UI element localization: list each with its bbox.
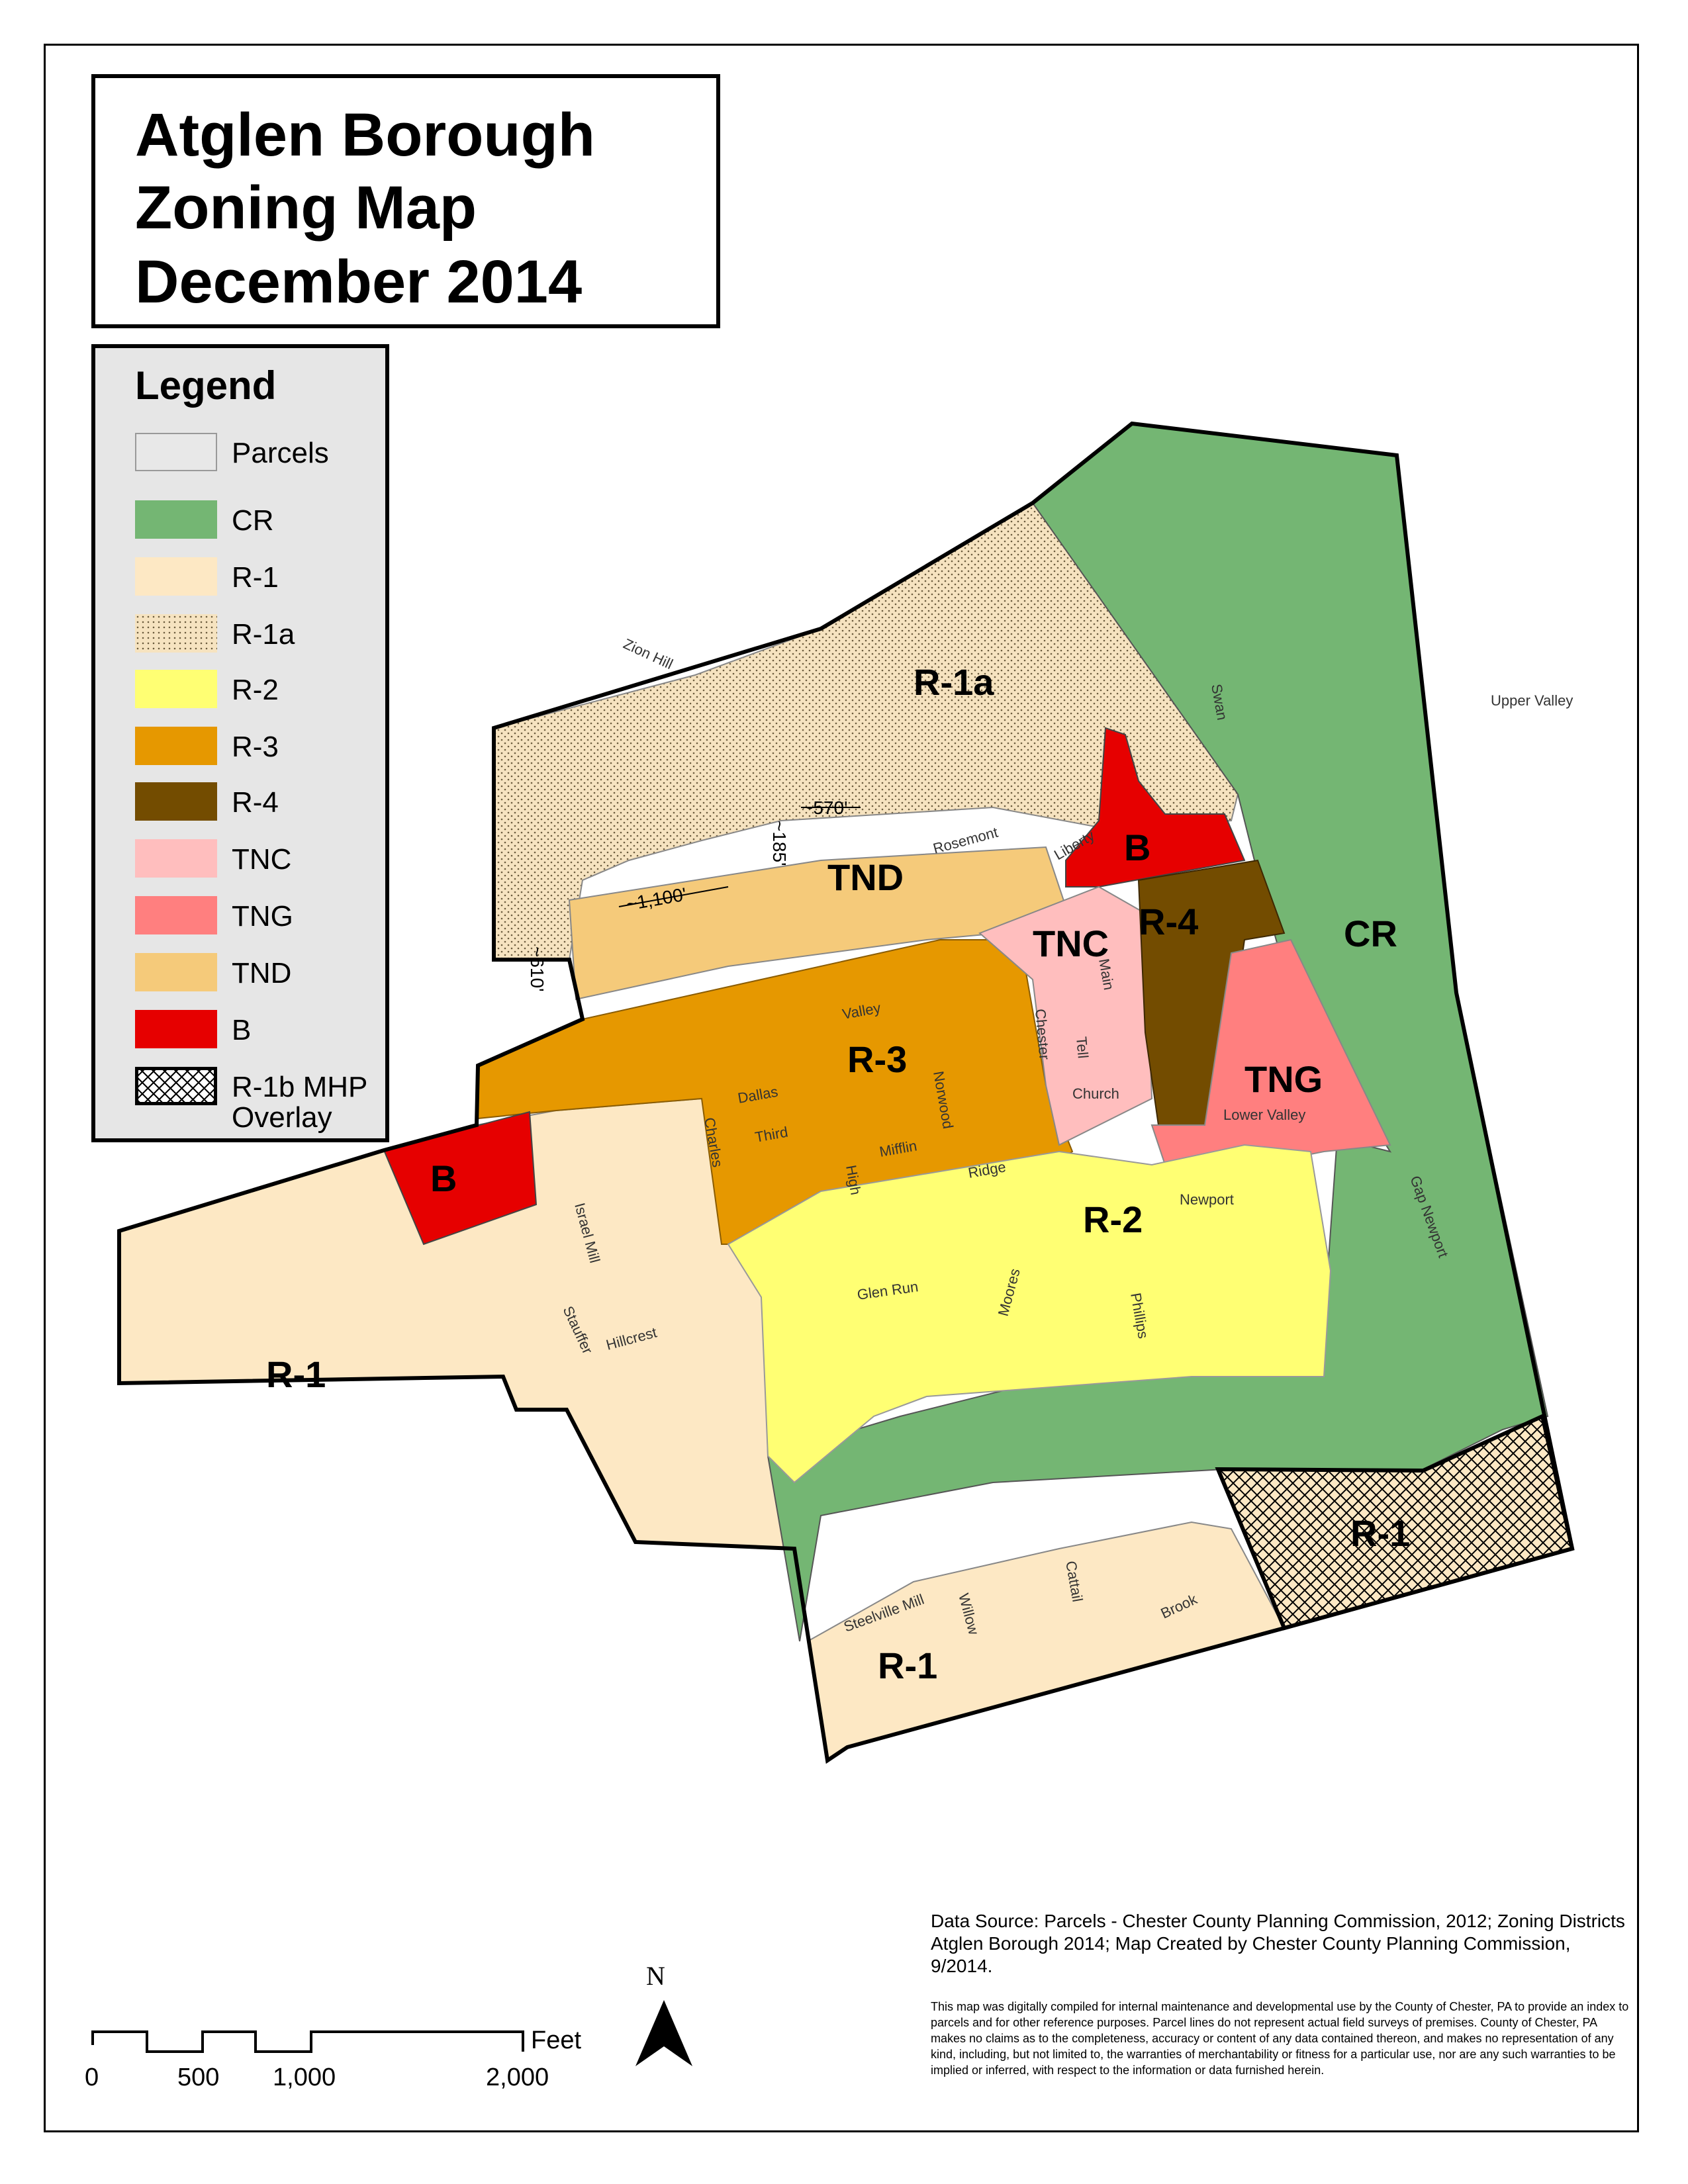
legend-swatch-r4 bbox=[135, 782, 217, 821]
legend-item-b: B bbox=[135, 1010, 387, 1051]
street-upper-valley: Upper Valley bbox=[1491, 692, 1573, 709]
legend-item-r4: R-4 bbox=[135, 782, 387, 823]
legend-item-cr: CR bbox=[135, 500, 387, 541]
disclaimer: This map was digitally compiled for inte… bbox=[931, 2000, 1629, 2077]
legend-label: TNC bbox=[232, 843, 292, 876]
scale-label-0: 0 bbox=[85, 2064, 99, 2091]
legend-swatch-parcels bbox=[135, 433, 217, 471]
legend-item-r1: R-1 bbox=[135, 557, 387, 598]
legend-swatch-tnd bbox=[135, 953, 217, 991]
title-box: Atglen Borough Zoning Map December 2014 bbox=[91, 74, 720, 328]
scale-unit: Feet bbox=[531, 2026, 582, 2054]
legend-swatch-cr bbox=[135, 500, 217, 539]
zone-r1-south bbox=[806, 1521, 1286, 1762]
legend-label: TND bbox=[232, 957, 292, 989]
legend-swatch-r2 bbox=[135, 670, 217, 708]
legend-item-r1a: R-1a bbox=[135, 614, 387, 655]
street-lower-valley: Lower Valley bbox=[1223, 1107, 1305, 1123]
legend-swatch-r1a bbox=[135, 614, 217, 653]
label-r3: R-3 bbox=[847, 1038, 907, 1080]
legend-label: CR bbox=[232, 504, 274, 537]
label-tng: TNG bbox=[1244, 1058, 1323, 1100]
zone-b-north bbox=[1065, 727, 1246, 887]
dim-185: ~185' bbox=[769, 821, 790, 866]
legend-item-r3: R-3 bbox=[135, 727, 387, 768]
legend-item-parcels: Parcels bbox=[135, 433, 387, 474]
legend-swatch-tnc bbox=[135, 839, 217, 878]
legend: Legend Parcels CR R-1 R-1a R-2 R-3 R-4 T… bbox=[91, 344, 389, 1142]
label-b-west: B bbox=[430, 1158, 457, 1199]
scale-label-2000: 2,000 bbox=[486, 2064, 549, 2091]
legend-label: B bbox=[232, 1014, 252, 1046]
legend-title: Legend bbox=[135, 363, 277, 408]
legend-swatch-tng bbox=[135, 896, 217, 934]
street-zion-hill: Zion Hill bbox=[621, 635, 676, 672]
legend-label: R-3 bbox=[232, 731, 279, 763]
title-line-3: December 2014 bbox=[135, 248, 583, 316]
zone-r2 bbox=[727, 1144, 1332, 1484]
label-cr: CR bbox=[1344, 913, 1397, 954]
legend-label-2: Overlay bbox=[232, 1101, 332, 1134]
street-church: Church bbox=[1072, 1085, 1119, 1102]
north-label: N bbox=[646, 1961, 665, 1991]
zone-tnc bbox=[978, 886, 1153, 1146]
data-source: Data Source: Parcels - Chester County Pl… bbox=[931, 1911, 1625, 1976]
legend-label: R-1 bbox=[232, 561, 279, 594]
label-r4: R-4 bbox=[1139, 901, 1198, 942]
legend-label: R-4 bbox=[232, 786, 279, 819]
legend-item-tng: TNG bbox=[135, 896, 387, 937]
label-r1-south: R-1 bbox=[878, 1645, 937, 1686]
legend-label: R-1b MHP bbox=[232, 1071, 368, 1103]
label-tnd: TND bbox=[827, 856, 904, 898]
legend-item-tnd: TND bbox=[135, 953, 387, 994]
label-r1-west: R-1 bbox=[266, 1353, 326, 1395]
label-r2: R-2 bbox=[1083, 1199, 1143, 1240]
map-frame bbox=[44, 44, 1639, 2132]
title-line-1: Atglen Borough bbox=[135, 101, 595, 169]
legend-label: Parcels bbox=[232, 437, 329, 469]
borough-boundary bbox=[117, 421, 1575, 1764]
dim-570: ~570' bbox=[802, 797, 847, 818]
scale-label-500: 500 bbox=[177, 2064, 220, 2091]
label-tnc: TNC bbox=[1033, 923, 1109, 964]
north-arrow-icon bbox=[635, 2000, 692, 2066]
legend-swatch-r1 bbox=[135, 557, 217, 596]
label-r1-overlay: R-1 bbox=[1350, 1512, 1410, 1554]
street-newport: Newport bbox=[1180, 1191, 1234, 1208]
legend-swatch-b bbox=[135, 1010, 217, 1048]
zone-b-west bbox=[383, 1111, 538, 1246]
title-line-2: Zoning Map bbox=[135, 174, 477, 242]
label-r1a: R-1a bbox=[914, 661, 994, 703]
dim-610: ~610' bbox=[527, 946, 547, 991]
label-b-north: B bbox=[1124, 827, 1150, 868]
legend-item-tnc: TNC bbox=[135, 839, 387, 880]
legend-item-r1b-mhp: R-1b MHP Overlay bbox=[135, 1067, 387, 1134]
legend-swatch-r3 bbox=[135, 727, 217, 765]
legend-label: R-1a bbox=[232, 618, 295, 651]
scale-label-1000: 1,000 bbox=[273, 2064, 336, 2091]
scale-bar bbox=[91, 2030, 524, 2053]
legend-label: R-2 bbox=[232, 674, 279, 706]
legend-item-r2: R-2 bbox=[135, 670, 387, 711]
street-tell: Tell bbox=[1073, 1036, 1092, 1059]
legend-swatch-r1b-mhp bbox=[135, 1067, 217, 1105]
legend-label: TNG bbox=[232, 900, 293, 933]
